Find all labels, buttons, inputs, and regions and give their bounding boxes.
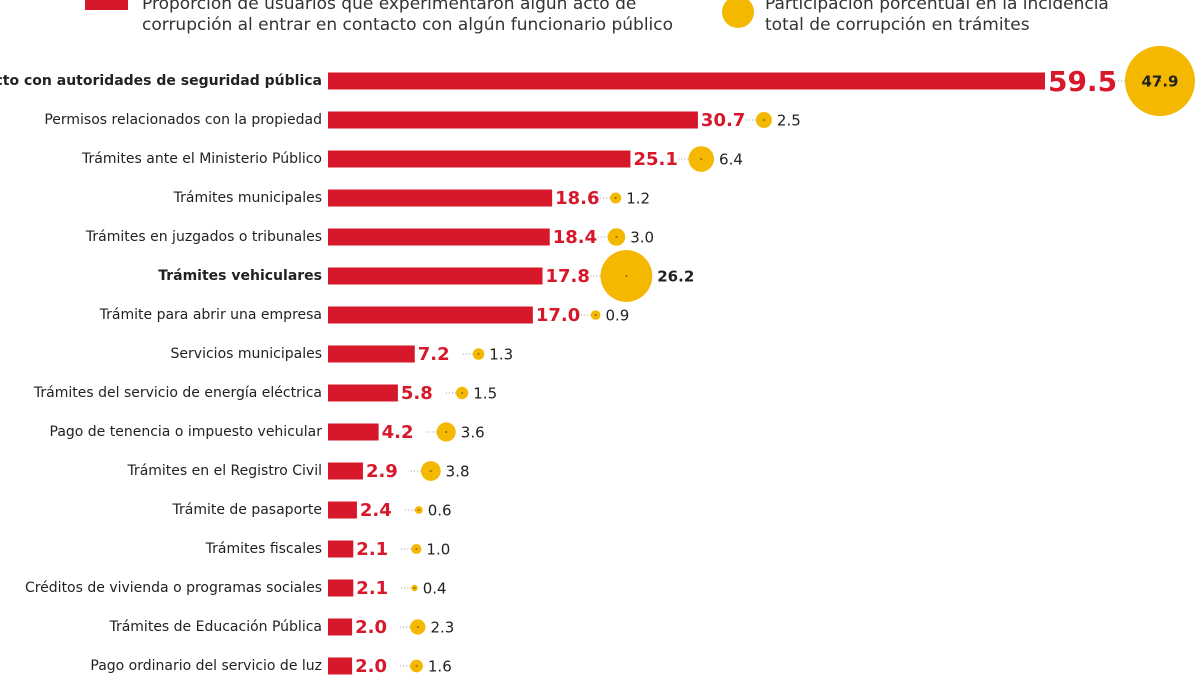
value-label: 17.0 (536, 305, 580, 326)
category-label: Trámites fiscales (205, 541, 322, 557)
category-label: Trámites vehiculares (158, 268, 322, 284)
bubble-center (413, 587, 416, 589)
bubble-center (415, 548, 418, 550)
bubble-label: 26.2 (657, 268, 694, 286)
bubble-label: 6.4 (719, 151, 743, 169)
bar (328, 462, 363, 480)
bar (328, 150, 631, 168)
bubble-center (477, 353, 480, 355)
bubble-center (417, 509, 420, 511)
bubble-center (461, 392, 464, 394)
bubble-center (762, 119, 765, 121)
category-label: Servicios municipales (171, 346, 322, 362)
bar (328, 384, 398, 402)
value-label: 18.6 (555, 188, 599, 209)
bubble-label: 47.9 (1141, 73, 1178, 91)
bar (328, 267, 543, 285)
bubble-center (415, 665, 418, 667)
category-label: Trámite de pasaporte (171, 502, 322, 518)
bubble-center (700, 158, 703, 160)
bar (328, 540, 354, 558)
bar (328, 618, 353, 636)
value-label: 18.4 (553, 227, 597, 248)
bubble-label: 0.4 (423, 580, 447, 598)
bar (328, 306, 533, 324)
value-label: 2.1 (356, 539, 388, 560)
legend-label: Participación porcentual en la incidenci… (765, 0, 1109, 35)
value-label: 2.4 (360, 500, 392, 521)
bar (328, 111, 698, 129)
bubble-center (625, 275, 628, 277)
category-label: Créditos de vivienda o programas sociale… (25, 580, 322, 596)
bubble-label: 1.0 (426, 541, 450, 559)
bubble-label: 1.6 (428, 658, 452, 675)
bubble-label: 0.6 (428, 502, 452, 520)
category-label: Pago ordinario del servicio de luz (90, 658, 322, 674)
legend-label: Proporción de usuarios que experimentaro… (142, 0, 674, 35)
bubble-label: 3.0 (630, 229, 654, 247)
bubble-center (1158, 80, 1161, 82)
bubble-center (445, 431, 448, 433)
bar (328, 72, 1045, 90)
category-label: Trámites del servicio de energía eléctri… (33, 385, 322, 401)
category-label: Trámites municipales (173, 190, 322, 206)
bubble-center (615, 236, 618, 238)
category-label: Trámites en juzgados o tribunales (85, 229, 322, 245)
legend-swatch (85, 0, 128, 10)
bubble-label: 2.3 (430, 619, 454, 637)
bubble-label: 1.3 (489, 346, 513, 364)
category-label: Trámites ante el Ministerio Público (81, 151, 322, 167)
bubble-label: 3.8 (446, 463, 470, 481)
bubble-center (614, 197, 617, 199)
value-label: 59.5 (1048, 65, 1117, 98)
value-label: 30.7 (701, 110, 745, 131)
value-label: 5.8 (401, 383, 433, 404)
value-label: 2.0 (355, 617, 387, 638)
bubble-label: 1.2 (626, 190, 650, 208)
category-label: Trámites en el Registro Civil (126, 463, 322, 479)
bar (328, 501, 357, 519)
bar (328, 579, 354, 597)
bubble-label: 2.5 (777, 112, 801, 130)
bubble-center (416, 626, 419, 628)
value-label: 25.1 (633, 149, 677, 170)
bar (328, 189, 553, 207)
value-label: 2.0 (355, 656, 387, 675)
bubble-center (594, 314, 597, 316)
bar (328, 657, 353, 675)
bubble-label: 1.5 (473, 385, 497, 403)
category-label: Trámite para abrir una empresa (99, 307, 322, 323)
bar (328, 423, 379, 441)
bubble-label: 0.9 (605, 307, 629, 325)
bar (328, 345, 415, 363)
value-label: 4.2 (382, 422, 414, 443)
value-label: 17.8 (545, 266, 589, 287)
value-label: 7.2 (418, 344, 450, 365)
value-label: 2.1 (356, 578, 388, 599)
category-label: Contacto con autoridades de seguridad pú… (0, 73, 322, 89)
category-label: Permisos relacionados con la propiedad (44, 112, 322, 128)
category-label: Pago de tenencia o impuesto vehicular (50, 424, 323, 440)
legend-swatch (722, 0, 754, 28)
category-label: Trámites de Educación Pública (108, 619, 322, 635)
bubble-center (429, 470, 432, 472)
value-label: 2.9 (366, 461, 398, 482)
bubble-label: 3.6 (461, 424, 485, 442)
bar (328, 228, 550, 246)
